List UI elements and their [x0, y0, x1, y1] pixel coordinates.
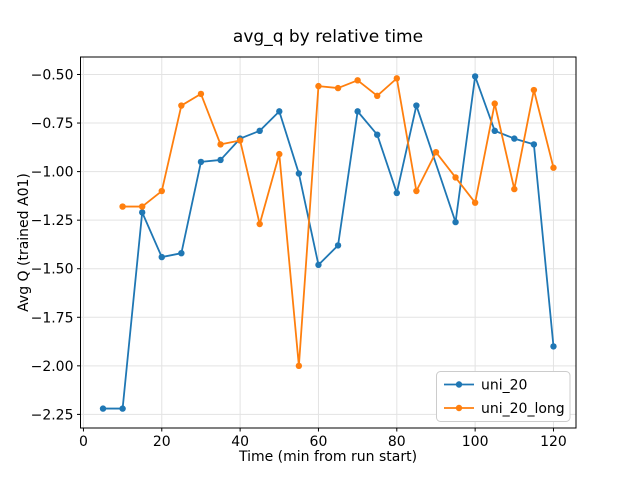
data-point-uni_20_long	[334, 84, 342, 92]
data-point-uni_20	[471, 73, 479, 80]
x-tick-label: 20	[153, 434, 171, 450]
data-point-uni_20	[530, 141, 538, 148]
data-point-uni_20	[413, 102, 420, 109]
x-tick-label: 0	[79, 434, 88, 450]
data-point-uni_20_long	[119, 203, 126, 210]
data-point-uni_20_long	[178, 102, 185, 109]
data-point-uni_20_long	[550, 164, 557, 171]
data-point-uni_20_long	[276, 150, 283, 158]
data-point-uni_20_long	[197, 90, 205, 98]
series-markers-uni_20_long	[119, 75, 557, 370]
x-axis-label: Time (min from run start)	[238, 449, 417, 465]
data-point-uni_20	[334, 242, 342, 249]
series-layer	[99, 73, 557, 412]
data-point-uni_20	[452, 218, 459, 226]
data-point-uni_20	[119, 405, 126, 412]
data-point-uni_20_long	[354, 77, 361, 84]
y-tick-label: −0.75	[31, 116, 74, 132]
axis-ticks: 0 20 40 60 80 100 120 −2.25 −2.00 −1.75 −1.50 −1.25…	[31, 67, 567, 450]
y-tick-label: −1.25	[31, 213, 74, 229]
x-tick-label: 40	[231, 434, 249, 450]
data-point-uni_20_long	[256, 220, 263, 228]
y-tick-label: −2.00	[31, 359, 74, 375]
legend-marker-sample	[455, 404, 463, 412]
data-point-uni_20	[276, 108, 283, 115]
data-point-uni_20_long	[530, 86, 538, 94]
legend: uni_20 uni_20_long	[436, 371, 571, 422]
data-point-uni_20	[138, 209, 146, 216]
x-tick-label: 120	[540, 434, 567, 450]
data-point-uni_20	[393, 189, 400, 197]
data-point-uni_20	[178, 249, 185, 257]
y-tick-label: −1.50	[31, 262, 74, 278]
data-point-uni_20	[315, 261, 322, 269]
data-point-uni_20	[550, 343, 557, 350]
data-point-uni_20	[491, 127, 498, 135]
data-point-uni_20	[374, 131, 381, 138]
data-point-uni_20	[217, 156, 224, 164]
data-point-uni_20_long	[432, 148, 440, 156]
data-point-uni_20_long	[315, 82, 322, 90]
data-point-uni_20_long	[452, 174, 459, 181]
data-point-uni_20_long	[138, 203, 146, 210]
data-point-uni_20_long	[393, 75, 400, 82]
data-point-uni_20_long	[236, 137, 244, 144]
data-point-uni_20	[354, 108, 361, 115]
data-point-uni_20_long	[158, 187, 165, 195]
data-point-uni_20	[197, 158, 205, 166]
legend-marker-sample	[455, 381, 463, 388]
y-tick-label: −2.25	[31, 407, 74, 423]
y-tick-label: −0.50	[31, 67, 74, 83]
data-point-uni_20	[511, 135, 518, 142]
data-point-uni_20	[99, 405, 107, 412]
series-markers-uni_20	[99, 73, 557, 412]
data-point-uni_20_long	[491, 100, 498, 107]
x-tick-label: 100	[462, 434, 489, 450]
data-point-uni_20_long	[471, 199, 479, 206]
y-tick-label: −1.75	[31, 310, 74, 326]
legend-label-uni_20_long: uni_20_long	[481, 401, 565, 417]
data-point-uni_20	[256, 127, 263, 135]
chart-title: avg_q by relative time	[233, 27, 423, 47]
plot-border	[80, 56, 577, 429]
x-tick-label: 60	[310, 434, 328, 450]
data-point-uni_20_long	[217, 141, 224, 148]
data-point-uni_20	[295, 170, 303, 177]
y-axis-label: Avg Q (trained A01)	[16, 173, 32, 312]
data-point-uni_20	[158, 253, 165, 261]
y-tick-label: −1.00	[31, 165, 74, 181]
data-point-uni_20_long	[511, 185, 518, 193]
data-point-uni_20_long	[295, 362, 303, 370]
x-tick-label: 80	[388, 434, 406, 450]
data-point-uni_20_long	[413, 187, 420, 195]
legend-label-uni_20: uni_20	[481, 378, 527, 394]
data-point-uni_20_long	[374, 92, 381, 100]
